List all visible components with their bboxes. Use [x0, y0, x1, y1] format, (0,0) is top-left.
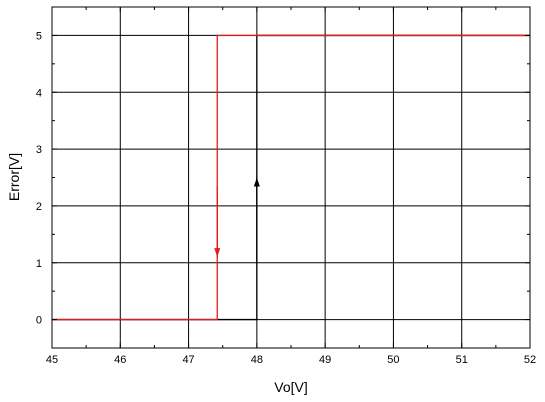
x-tick-label: 50 [387, 354, 399, 366]
series-arrow-head-1 [253, 177, 260, 187]
x-tick-label: 52 [524, 354, 536, 366]
plot-background [52, 7, 530, 348]
x-tick-label: 45 [46, 354, 58, 366]
y-tick-label: 5 [36, 30, 42, 42]
x-tick-label: 47 [182, 354, 194, 366]
x-tick-label: 49 [319, 354, 331, 366]
series-line-2 [52, 34, 530, 321]
y-axis-label: Error[V] [6, 153, 22, 201]
series-group [52, 34, 530, 321]
x-tick-label: 48 [251, 354, 263, 366]
y-tick-label: 3 [36, 144, 42, 156]
x-tick-label: 46 [114, 354, 126, 366]
y-tick-labels: 0 1 2 3 4 5 [36, 30, 42, 326]
x-tick-labels: 45 46 47 48 49 50 51 52 [46, 354, 536, 366]
x-tick-label: 51 [456, 354, 468, 366]
y-tick-label: 2 [36, 201, 42, 213]
y-tick-label: 4 [36, 87, 42, 99]
x-axis-label: Vo[V] [274, 379, 307, 395]
y-tick-label: 1 [36, 258, 42, 270]
series-arrow-head-2 [214, 248, 221, 258]
ticks [51, 6, 531, 349]
y-tick-label: 0 [36, 315, 42, 327]
